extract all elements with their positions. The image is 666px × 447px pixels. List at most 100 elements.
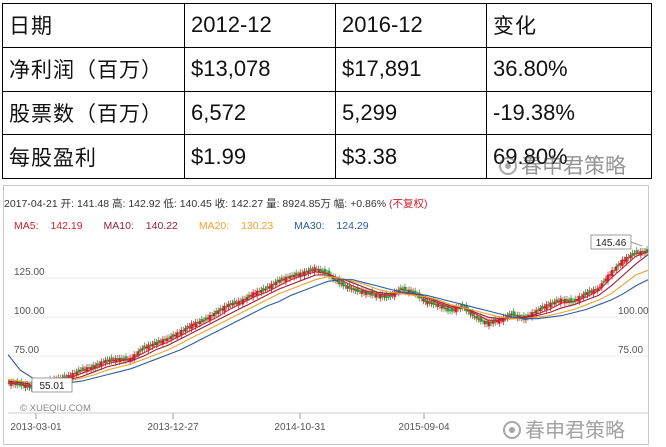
header-2016: 2016-12 xyxy=(335,3,487,48)
row-label: 每股盈利 xyxy=(2,134,185,179)
candle-body xyxy=(206,317,210,319)
candle-body xyxy=(569,298,573,303)
x-tick-label: 2014-10-31 xyxy=(274,422,326,433)
candle-body xyxy=(491,321,495,324)
candle-body xyxy=(551,302,554,304)
candle-body xyxy=(67,375,70,380)
candle-body xyxy=(114,358,117,363)
candle-body xyxy=(319,268,323,272)
candle-body xyxy=(604,278,608,282)
adjust-label: (不复权) xyxy=(388,198,428,210)
candle-body xyxy=(266,286,269,290)
candle-body xyxy=(26,384,29,388)
y-tick-left: 100.00 xyxy=(14,306,45,317)
ma30-label: MA30: 124.29 xyxy=(294,220,369,232)
candle-body xyxy=(532,312,536,314)
candle-body xyxy=(337,278,341,285)
candle-body xyxy=(22,384,25,386)
candle-body xyxy=(399,287,403,291)
candle-body xyxy=(612,269,616,272)
candle-body xyxy=(627,256,630,259)
candle-body xyxy=(629,255,632,259)
candle-body xyxy=(623,259,626,261)
candle-body xyxy=(221,308,224,310)
candle-body xyxy=(231,302,234,306)
candle-body xyxy=(407,289,411,294)
candle-body xyxy=(85,367,89,372)
candle-body xyxy=(91,364,95,369)
candle-body xyxy=(567,300,571,303)
ma10-label: MA10: 140.22 xyxy=(103,220,178,232)
candle-body xyxy=(518,314,522,318)
candle-body xyxy=(510,314,513,316)
candle-body xyxy=(122,358,126,361)
candle-body xyxy=(87,367,91,369)
candle-body xyxy=(77,369,81,373)
watermark-text: 春申君策略 xyxy=(521,154,626,178)
candle-body xyxy=(424,298,427,303)
candle-body xyxy=(175,332,179,338)
candle-body xyxy=(155,342,159,346)
candle-body xyxy=(403,286,407,292)
candle-body xyxy=(440,305,444,309)
candle-body xyxy=(506,315,509,319)
candle-body xyxy=(75,371,79,375)
candle-body xyxy=(608,274,612,276)
candle-body xyxy=(598,287,602,289)
max-annotation-label: 145.46 xyxy=(596,238,627,249)
candle-body xyxy=(208,314,212,321)
candle-body xyxy=(379,294,382,299)
candle-body xyxy=(315,268,319,270)
candle-body xyxy=(108,359,111,363)
candle-body xyxy=(454,307,458,313)
candle-body xyxy=(573,298,577,302)
candle-body xyxy=(255,290,259,296)
candle-body xyxy=(317,268,321,273)
candle-body xyxy=(450,308,454,312)
candle-body xyxy=(631,252,634,256)
candle-body xyxy=(112,359,115,362)
candle-body xyxy=(28,386,31,388)
table-row: 股票数（百万） 6,572 5,299 -19.38% xyxy=(2,90,652,136)
candle-body xyxy=(301,272,304,275)
candle-body xyxy=(645,249,649,254)
candle-body xyxy=(512,311,515,317)
candle-body xyxy=(167,337,171,339)
candle-body xyxy=(543,306,546,308)
candle-body xyxy=(616,264,620,267)
candle-body xyxy=(264,289,267,291)
header-2012: 2012-12 xyxy=(184,3,336,48)
candle-body xyxy=(366,291,370,294)
candle-body xyxy=(358,290,362,292)
candle-body xyxy=(311,269,314,271)
candle-body xyxy=(635,250,639,255)
ma-series-line xyxy=(7,251,649,387)
candle-body xyxy=(305,271,308,273)
candle-body xyxy=(143,345,146,349)
candle-body xyxy=(270,283,273,290)
candle-body xyxy=(633,253,636,255)
financial-table: 日期 2012-12 2016-12 变化 净利润（百万） $13,078 $1… xyxy=(2,3,652,179)
candle-body xyxy=(383,295,386,298)
candle-body xyxy=(473,316,476,318)
candle-body xyxy=(204,317,208,321)
candle-body xyxy=(81,367,85,372)
candle-body xyxy=(294,272,298,277)
candle-body xyxy=(233,300,236,305)
candle-body xyxy=(471,312,474,317)
candle-body xyxy=(104,360,107,364)
candle-body xyxy=(153,341,156,346)
candle-body xyxy=(374,293,378,298)
candle-body xyxy=(282,278,286,281)
candle-body xyxy=(200,319,204,323)
candle-body xyxy=(444,308,448,310)
candle-body xyxy=(237,300,241,306)
candle-body xyxy=(602,281,606,283)
candle-body xyxy=(614,266,618,271)
candle-body xyxy=(368,293,372,295)
candle-body xyxy=(290,275,294,277)
row-cell: -19.38% xyxy=(486,90,652,136)
candle-body xyxy=(249,295,253,297)
candle-body xyxy=(428,300,431,304)
